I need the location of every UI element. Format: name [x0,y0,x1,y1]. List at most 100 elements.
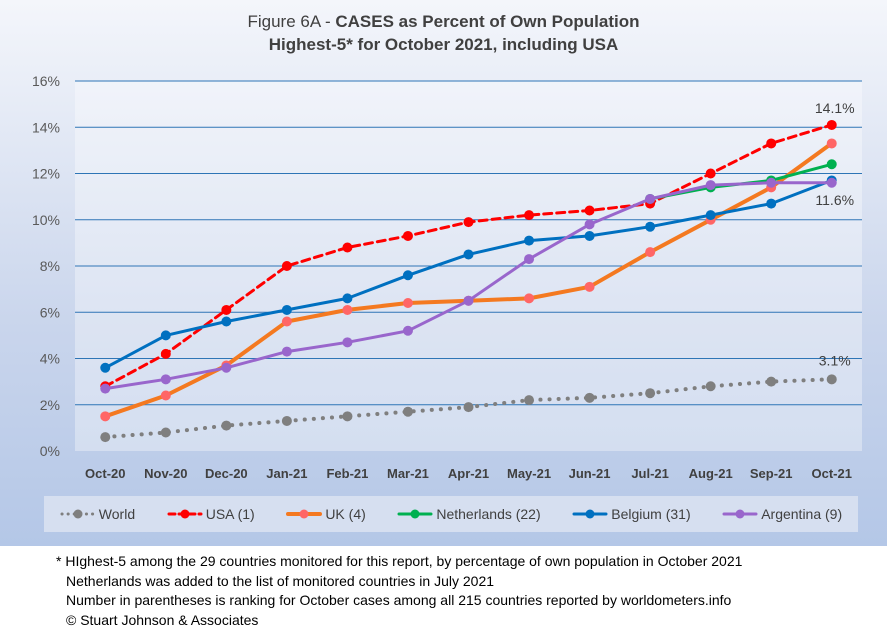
data-point [826,119,837,130]
data-point [281,316,292,327]
x-tick-label: Jan-21 [266,466,307,481]
line-chart: 0% 2% 4% 6% 8% 10% 12% 14% 16% Oct-20 Nov-20 Dec-20… [32,73,862,481]
legend-swatch [167,509,203,519]
data-point [160,390,171,401]
data-point [281,415,292,426]
y-tick-label: 10% [32,212,60,228]
title-bold: CASES as Percent of Own Population [335,12,640,31]
y-tick-label: 12% [32,166,60,182]
data-point [463,402,474,413]
data-point [221,420,232,431]
data-point [524,235,535,246]
legend-label: USA (1) [205,506,255,522]
legend-swatch [286,509,323,519]
data-point [826,374,837,385]
y-tick-label: 0% [40,443,60,459]
x-tick-label: Aug-21 [689,466,733,481]
y-tick-label: 6% [40,304,60,320]
data-point [645,221,656,232]
data-point [705,168,716,179]
data-point [826,177,837,188]
y-tick-label: 4% [40,351,60,367]
x-tick-label: Nov-20 [144,466,187,481]
data-point [826,138,837,149]
data-label: 11.6% [815,192,854,208]
data-point [221,304,232,315]
data-point [705,381,716,392]
legend-item: USA (1) [167,506,255,522]
legend-label: World [98,506,136,522]
data-point [100,411,111,422]
data-point [766,138,777,149]
data-point [100,432,111,443]
data-point [766,376,777,387]
data-point [221,362,232,373]
data-point [281,304,292,315]
y-tick-label: 8% [40,258,60,274]
legend-item: Argentina (9) [722,506,842,522]
legend-label: Belgium (31) [611,506,691,522]
chart-subtitle: Highest-5* for October 2021, including U… [268,35,619,54]
chart-title: Figure 6A - CASES as Percent of Own Popu… [0,12,887,32]
legend-item: Netherlands (22) [397,506,541,522]
data-point [402,325,413,336]
data-point [160,427,171,438]
data-point [402,298,413,308]
data-point [463,295,474,306]
data-point [160,330,171,341]
legend-swatch [397,509,433,519]
footnote-1: * HIghest-5 among the 29 countries monit… [56,553,743,569]
data-point [402,270,413,281]
legend-item: World [60,506,135,522]
data-point [645,247,656,258]
data-point [342,242,353,253]
data-point [584,230,595,241]
y-tick-label: 14% [32,119,60,135]
footnote-4: © Stuart Johnson & Associates [66,611,259,628]
title-prefix: Figure 6A - [247,12,336,31]
data-point [524,395,535,406]
data-point [524,210,535,221]
x-tick-label: Sep-21 [750,466,793,481]
data-point [766,177,777,188]
data-point [705,180,716,191]
footnote-3: Number in parentheses is ranking for Oct… [66,592,732,608]
data-point [705,210,716,221]
data-point [402,230,413,241]
data-point [524,293,535,304]
x-tick-label: May-21 [507,466,551,481]
data-point [160,348,171,359]
data-point [342,337,353,348]
y-tick-label: 16% [32,73,60,89]
x-tick-label: Jul-21 [631,466,669,481]
x-tick-label: Jun-21 [569,466,611,481]
footnote-2: Netherlands was added to the list of mon… [66,572,495,589]
legend-swatch [572,509,608,519]
x-tick-label: Feb-21 [326,466,368,481]
data-point [160,374,171,385]
legend-item: Belgium (31) [572,506,691,522]
x-tick-label: Apr-21 [448,466,489,481]
data-point [584,281,595,292]
data-label: 14.1% [815,100,855,116]
legend-swatch [60,509,96,519]
y-tick-label: 2% [40,397,60,413]
x-tick-label: Oct-20 [85,466,125,481]
data-point [645,193,656,204]
x-tick-label: Mar-21 [387,466,429,481]
legend: World USA (1) UK (4) Netherlands (22) Belgiu… [44,496,858,532]
data-point [221,316,232,327]
data-point [342,411,353,422]
data-point [645,388,656,399]
x-tick-label: Oct-21 [811,466,851,481]
x-tick-label: Dec-20 [205,466,248,481]
legend-label: Netherlands (22) [436,506,541,522]
legend-label: UK (4) [325,506,366,522]
chart-area: Figure 6A - CASES as Percent of Own Popu… [0,0,887,546]
data-point [584,392,595,403]
data-point [826,159,837,170]
footnotes: * HIghest-5 among the 29 countries monit… [56,552,742,630]
data-point [342,304,353,315]
legend-swatch [722,509,758,519]
data-point [584,219,595,230]
